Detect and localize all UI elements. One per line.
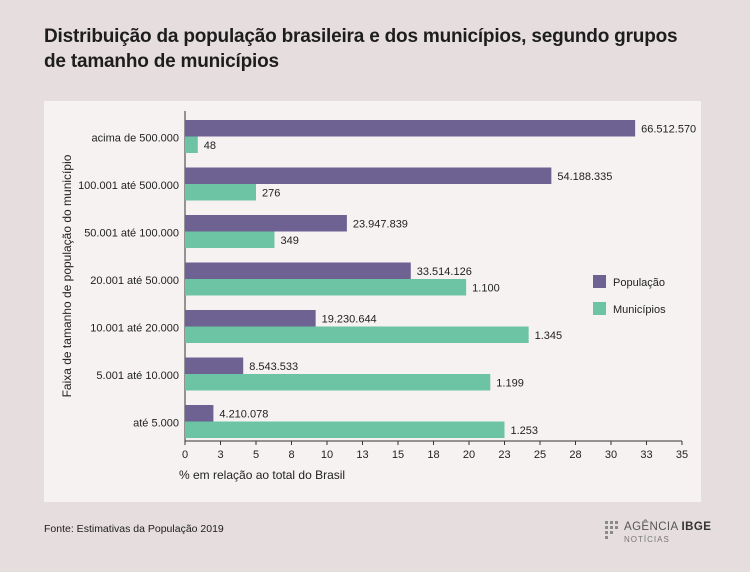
bar-value-label: 8.543.533 xyxy=(249,361,298,373)
bar-value-label: 23.947.839 xyxy=(353,218,408,230)
x-axis-title: % em relação ao total do Brasil xyxy=(179,468,345,482)
chart-title-line-2: de tamanho de municípios xyxy=(44,51,279,72)
brand-name-part-2: IBGE xyxy=(681,521,712,533)
ibge-mark-icon xyxy=(605,521,618,539)
bar-value-label: 1.199 xyxy=(496,377,524,389)
y-tick-label: 50.001 até 100.000 xyxy=(84,228,179,240)
bar-value-label: 19.230.644 xyxy=(322,313,377,325)
bar-value-label: 33.514.126 xyxy=(417,266,472,278)
x-tick-label: 15 xyxy=(392,449,404,461)
chart-title-line-1: Distribuição da população brasileira e d… xyxy=(44,26,678,47)
bar-chart: 0 3 5 8 10 13 15 18 20 23 25 28 30 33 35% em relação a… xyxy=(60,111,696,482)
y-tick-label: 5.001 até 10.000 xyxy=(96,370,179,382)
bar-value-label: 1.345 xyxy=(535,330,563,342)
bar-municipios xyxy=(185,184,256,201)
bar-populacao xyxy=(185,167,552,184)
bar-value-label: 1.253 xyxy=(511,425,539,437)
x-tick-label: 30 xyxy=(605,449,617,461)
x-tick-label: 0 xyxy=(182,449,188,461)
bar-populacao xyxy=(185,120,636,137)
y-tick-label: até 5.000 xyxy=(133,418,179,430)
x-tick-label: 23 xyxy=(498,449,510,461)
x-tick-label: 35 xyxy=(676,449,688,461)
x-tick-label: 28 xyxy=(569,449,581,461)
bar-municipios xyxy=(185,374,491,391)
x-tick-label: 20 xyxy=(463,449,475,461)
bar-populacao xyxy=(185,262,411,279)
legend-label: Municípios xyxy=(613,304,666,316)
legend-label: População xyxy=(613,277,665,289)
y-tick-label: 10.001 até 20.000 xyxy=(90,323,179,335)
y-axis-title: Faixa de tamanho de população do municíp… xyxy=(60,154,74,397)
bar-populacao xyxy=(185,405,214,422)
source-note: Fonte: Estimativas da População 2019 xyxy=(44,523,224,535)
bar-value-label: 4.210.078 xyxy=(219,408,268,420)
legend-swatch xyxy=(593,275,606,288)
bar-value-label: 276 xyxy=(262,187,280,199)
brand-name-part-1: AGÊNCIA xyxy=(624,521,678,533)
x-tick-label: 13 xyxy=(356,449,368,461)
bar-municipios xyxy=(185,231,275,248)
bar-municipios xyxy=(185,279,467,296)
brand-subtitle: NOTÍCIAS xyxy=(624,535,670,544)
bar-municipios xyxy=(185,421,505,438)
chart-panel: 0 3 5 8 10 13 15 18 20 23 25 28 30 33 35% em relação a… xyxy=(44,101,701,502)
bar-value-label: 1.100 xyxy=(472,282,500,294)
bar-value-label: 48 xyxy=(204,140,216,152)
agencia-ibge-logo: AGÊNCIA IBGE NOTÍCIAS xyxy=(605,519,715,549)
bar-municipios xyxy=(185,136,198,153)
bar-municipios xyxy=(185,326,529,343)
x-tick-label: 5 xyxy=(253,449,259,461)
bar-populacao xyxy=(185,310,316,327)
x-tick-label: 33 xyxy=(640,449,652,461)
bar-populacao xyxy=(185,215,347,232)
legend-swatch xyxy=(593,302,606,315)
bar-value-label: 66.512.570 xyxy=(641,123,696,135)
x-tick-label: 10 xyxy=(321,449,333,461)
x-tick-label: 8 xyxy=(288,449,294,461)
y-tick-label: 20.001 até 50.000 xyxy=(90,275,179,287)
brand-name: AGÊNCIA IBGE xyxy=(624,521,711,533)
y-tick-label: 100.001 até 500.000 xyxy=(78,180,179,192)
y-tick-label: acima de 500.000 xyxy=(92,133,179,145)
bar-value-label: 349 xyxy=(280,235,298,247)
bar-value-label: 54.188.335 xyxy=(557,171,612,183)
chart-title: Distribuição da população brasileira e d… xyxy=(44,24,678,74)
x-tick-label: 3 xyxy=(217,449,223,461)
x-tick-label: 18 xyxy=(427,449,439,461)
bar-populacao xyxy=(185,357,244,374)
x-tick-label: 25 xyxy=(534,449,546,461)
